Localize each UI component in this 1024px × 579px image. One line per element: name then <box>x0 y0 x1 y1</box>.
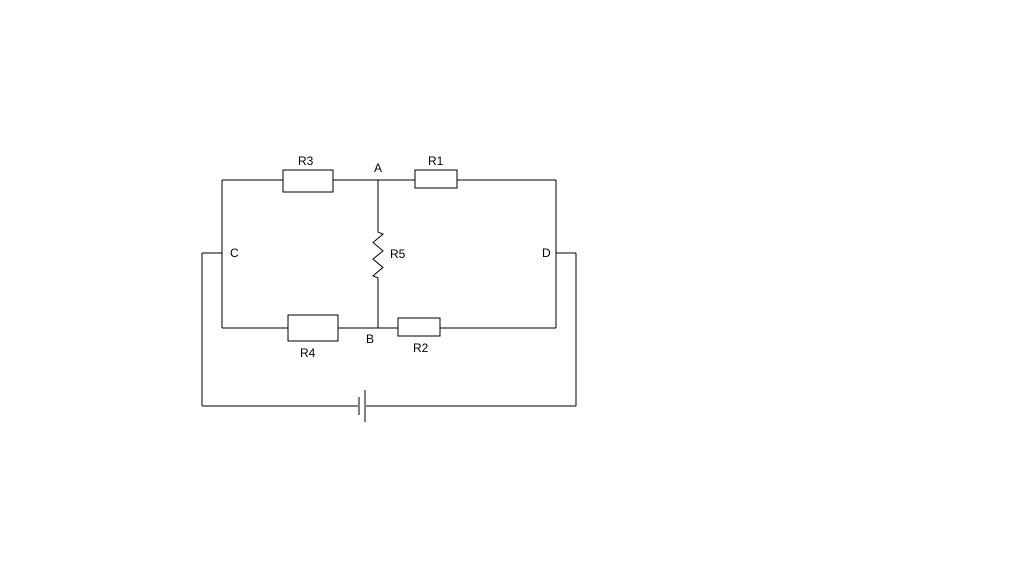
label-R2: R2 <box>413 341 429 355</box>
circuit-diagram: A B C D R1 R2 R3 R4 R5 <box>0 0 1024 579</box>
label-R1: R1 <box>428 154 444 168</box>
node-label-C: C <box>230 246 239 260</box>
resistor-r1 <box>415 170 457 188</box>
label-R4: R4 <box>300 346 316 360</box>
resistor-r2 <box>398 318 440 336</box>
label-R3: R3 <box>298 154 314 168</box>
node-label-D: D <box>542 246 551 260</box>
resistor-r5 <box>373 230 383 280</box>
resistor-r4 <box>288 315 338 341</box>
resistor-r3 <box>283 170 333 192</box>
node-label-B: B <box>366 332 374 346</box>
label-R5: R5 <box>390 247 406 261</box>
node-label-A: A <box>374 161 382 175</box>
